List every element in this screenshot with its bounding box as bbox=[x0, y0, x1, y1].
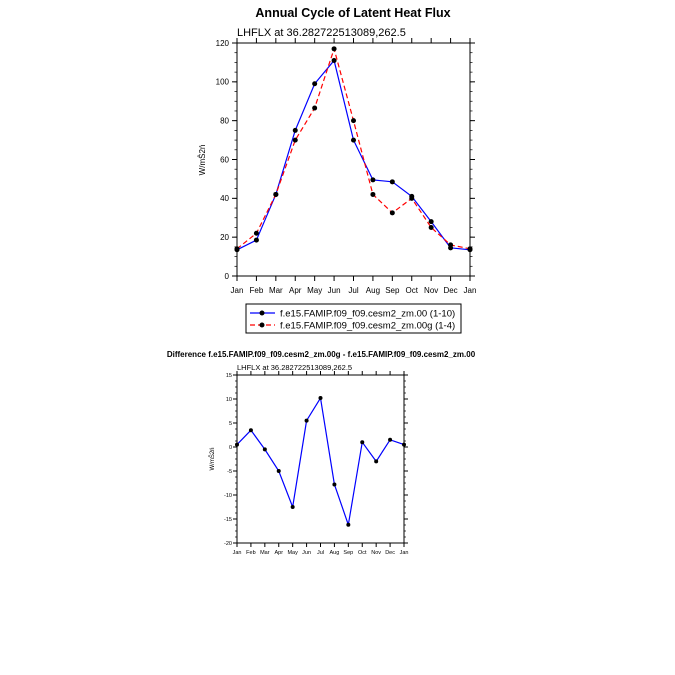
data-point bbox=[273, 191, 279, 197]
x-tick-label: Oct bbox=[406, 286, 419, 295]
data-point bbox=[360, 440, 365, 445]
plot-frame bbox=[236, 42, 471, 277]
y-tick-label: 60 bbox=[220, 155, 229, 164]
data-point bbox=[331, 46, 337, 52]
x-tick-label: Mar bbox=[269, 286, 283, 295]
y-tick-label: -10 bbox=[224, 493, 232, 499]
data-point bbox=[312, 81, 318, 87]
y-tick-label: 40 bbox=[220, 194, 229, 203]
data-point bbox=[370, 191, 376, 197]
data-point bbox=[370, 177, 376, 183]
y-tick-label: 100 bbox=[216, 78, 230, 87]
data-point bbox=[234, 246, 240, 252]
y-tick-label: 0 bbox=[225, 272, 230, 281]
data-point bbox=[331, 57, 337, 63]
x-tick-label: Feb bbox=[250, 286, 264, 295]
x-tick-label: Apr bbox=[274, 550, 283, 556]
x-tick-label: Apr bbox=[289, 286, 302, 295]
x-tick-label: Aug bbox=[330, 550, 340, 556]
x-tick-label: Jan bbox=[464, 286, 477, 295]
data-point bbox=[276, 469, 281, 473]
data-point bbox=[318, 396, 323, 401]
data-point bbox=[290, 505, 295, 509]
y-tick-label: 15 bbox=[226, 373, 232, 379]
x-tick-label: Oct bbox=[358, 550, 367, 556]
series-line-1 bbox=[236, 396, 405, 525]
y-tick-label: 0 bbox=[229, 445, 232, 451]
data-point bbox=[389, 210, 395, 216]
y-tick-label: 5 bbox=[229, 421, 232, 427]
x-tick-label: May bbox=[307, 286, 322, 295]
x-tick-label: Jul bbox=[317, 550, 324, 556]
y-tick-label: 10 bbox=[226, 397, 232, 403]
chart1-title: Annual Cycle of Latent Heat Flux bbox=[255, 6, 450, 20]
x-tick-label: May bbox=[287, 550, 298, 556]
data-point bbox=[312, 105, 318, 111]
data-point bbox=[467, 246, 473, 252]
data-point bbox=[292, 137, 298, 143]
x-tick-label: Dec bbox=[443, 286, 457, 295]
data-point bbox=[351, 137, 356, 143]
legend-marker-2 bbox=[259, 322, 265, 328]
data-point bbox=[235, 442, 239, 447]
chart1-legend: f.e15.FAMIP.f09_f09.cesm2_zm.00 (1-10)f.… bbox=[245, 303, 462, 334]
chart1-ylabel: W/mŜ2ń bbox=[198, 145, 207, 176]
data-point bbox=[346, 522, 351, 527]
legend-box bbox=[245, 303, 462, 334]
series-line-2 bbox=[236, 46, 471, 250]
y-tick-label: 120 bbox=[216, 39, 230, 48]
series-line-1 bbox=[236, 59, 471, 251]
x-tick-label: Feb bbox=[246, 550, 255, 556]
data-point bbox=[262, 447, 267, 452]
data-point bbox=[304, 418, 309, 423]
chart2-subtitle: LHFLX at 36.282722513089,262.5 bbox=[237, 363, 352, 372]
x-tick-label: Dec bbox=[385, 550, 395, 556]
legend-label-2: f.e15.FAMIP.f09_f09.cesm2_zm.00g (1-4) bbox=[280, 321, 455, 332]
legend-label-1: f.e15.FAMIP.f09_f09.cesm2_zm.00 (1-10) bbox=[280, 309, 455, 320]
chart1-subtitle: LHFLX at 36.282722513089,262.5 bbox=[237, 27, 406, 39]
x-tick-label: Sep bbox=[385, 286, 400, 295]
data-point bbox=[351, 118, 356, 124]
x-tick-label: Jan bbox=[231, 286, 244, 295]
x-tick-label: Nov bbox=[424, 286, 438, 295]
data-point bbox=[388, 437, 393, 442]
data-point bbox=[332, 482, 337, 487]
data-point bbox=[402, 442, 406, 447]
x-tick-label: Mar bbox=[260, 550, 270, 556]
data-point bbox=[374, 459, 379, 464]
data-point bbox=[428, 219, 434, 225]
x-tick-label: Jan bbox=[233, 550, 242, 556]
data-point bbox=[253, 230, 259, 236]
x-tick-label: Aug bbox=[366, 286, 380, 295]
y-tick-label: -20 bbox=[224, 541, 232, 547]
chart1-plot: 0 20 40 60 80 100 120 Jan Feb Mar Apr May Jun Jul Aug S… bbox=[216, 38, 477, 295]
chart2-title: Difference f.e15.FAMIP.f09_f09.cesm2_zm.… bbox=[167, 350, 476, 359]
data-point bbox=[389, 179, 395, 185]
x-tick-label: Jan bbox=[400, 550, 409, 556]
y-tick-label: 80 bbox=[220, 116, 229, 125]
y-tick-label: -5 bbox=[227, 469, 232, 475]
data-point bbox=[448, 242, 454, 248]
data-point bbox=[292, 127, 298, 133]
x-tick-label: Sep bbox=[343, 550, 353, 556]
data-point bbox=[253, 237, 259, 243]
x-tick-label: Jul bbox=[348, 286, 358, 295]
data-point bbox=[248, 428, 253, 433]
data-point bbox=[409, 195, 415, 201]
x-tick-label: Jun bbox=[328, 286, 341, 295]
legend-marker-1 bbox=[259, 310, 265, 316]
chart2-ylabel: W/mŜ2ń bbox=[209, 447, 216, 470]
x-tick-label: Nov bbox=[371, 550, 381, 556]
data-point bbox=[428, 224, 434, 230]
y-tick-label: 20 bbox=[220, 233, 229, 242]
x-tick-label: Jun bbox=[302, 550, 311, 556]
y-tick-label: -15 bbox=[224, 517, 232, 523]
